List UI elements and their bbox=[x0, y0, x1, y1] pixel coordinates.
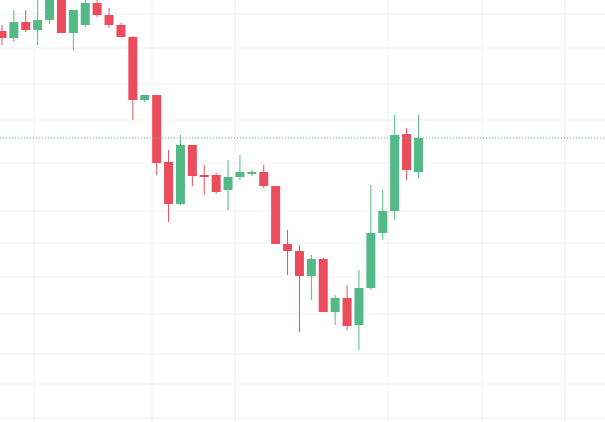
candle-body bbox=[116, 25, 126, 37]
candle-body bbox=[9, 22, 19, 38]
candle-body bbox=[80, 3, 90, 25]
candle-body bbox=[45, 0, 55, 20]
candle-body bbox=[402, 134, 412, 170]
candle-body bbox=[140, 95, 150, 100]
candle-body bbox=[354, 288, 364, 325]
candle-body bbox=[223, 177, 233, 190]
candle-body bbox=[390, 135, 400, 211]
candle-body bbox=[21, 22, 31, 30]
candle-body bbox=[283, 244, 293, 251]
candle-body bbox=[247, 172, 257, 174]
candle-body bbox=[68, 10, 78, 33]
candle-body bbox=[271, 186, 281, 244]
candle-body bbox=[294, 251, 304, 276]
candle-body bbox=[259, 172, 269, 186]
candle-body bbox=[199, 175, 209, 177]
candle-body bbox=[0, 31, 7, 38]
candle-body bbox=[306, 259, 316, 276]
candle-body bbox=[104, 15, 114, 25]
candle-body bbox=[56, 0, 66, 33]
candle-body bbox=[152, 95, 162, 163]
candle-body bbox=[187, 145, 197, 176]
candle-body bbox=[92, 3, 102, 15]
candle-body bbox=[366, 233, 376, 288]
candle-body bbox=[175, 145, 185, 204]
candle-body bbox=[164, 162, 174, 204]
candle-body bbox=[235, 172, 245, 177]
candle-body bbox=[413, 138, 423, 172]
candles bbox=[0, 0, 423, 350]
candle-body bbox=[330, 298, 340, 312]
candle-body bbox=[211, 175, 221, 192]
candle-body bbox=[342, 298, 352, 326]
candle-body bbox=[318, 259, 328, 312]
candle-body bbox=[128, 37, 138, 100]
candle-body bbox=[378, 211, 388, 233]
candle-body bbox=[33, 20, 43, 30]
